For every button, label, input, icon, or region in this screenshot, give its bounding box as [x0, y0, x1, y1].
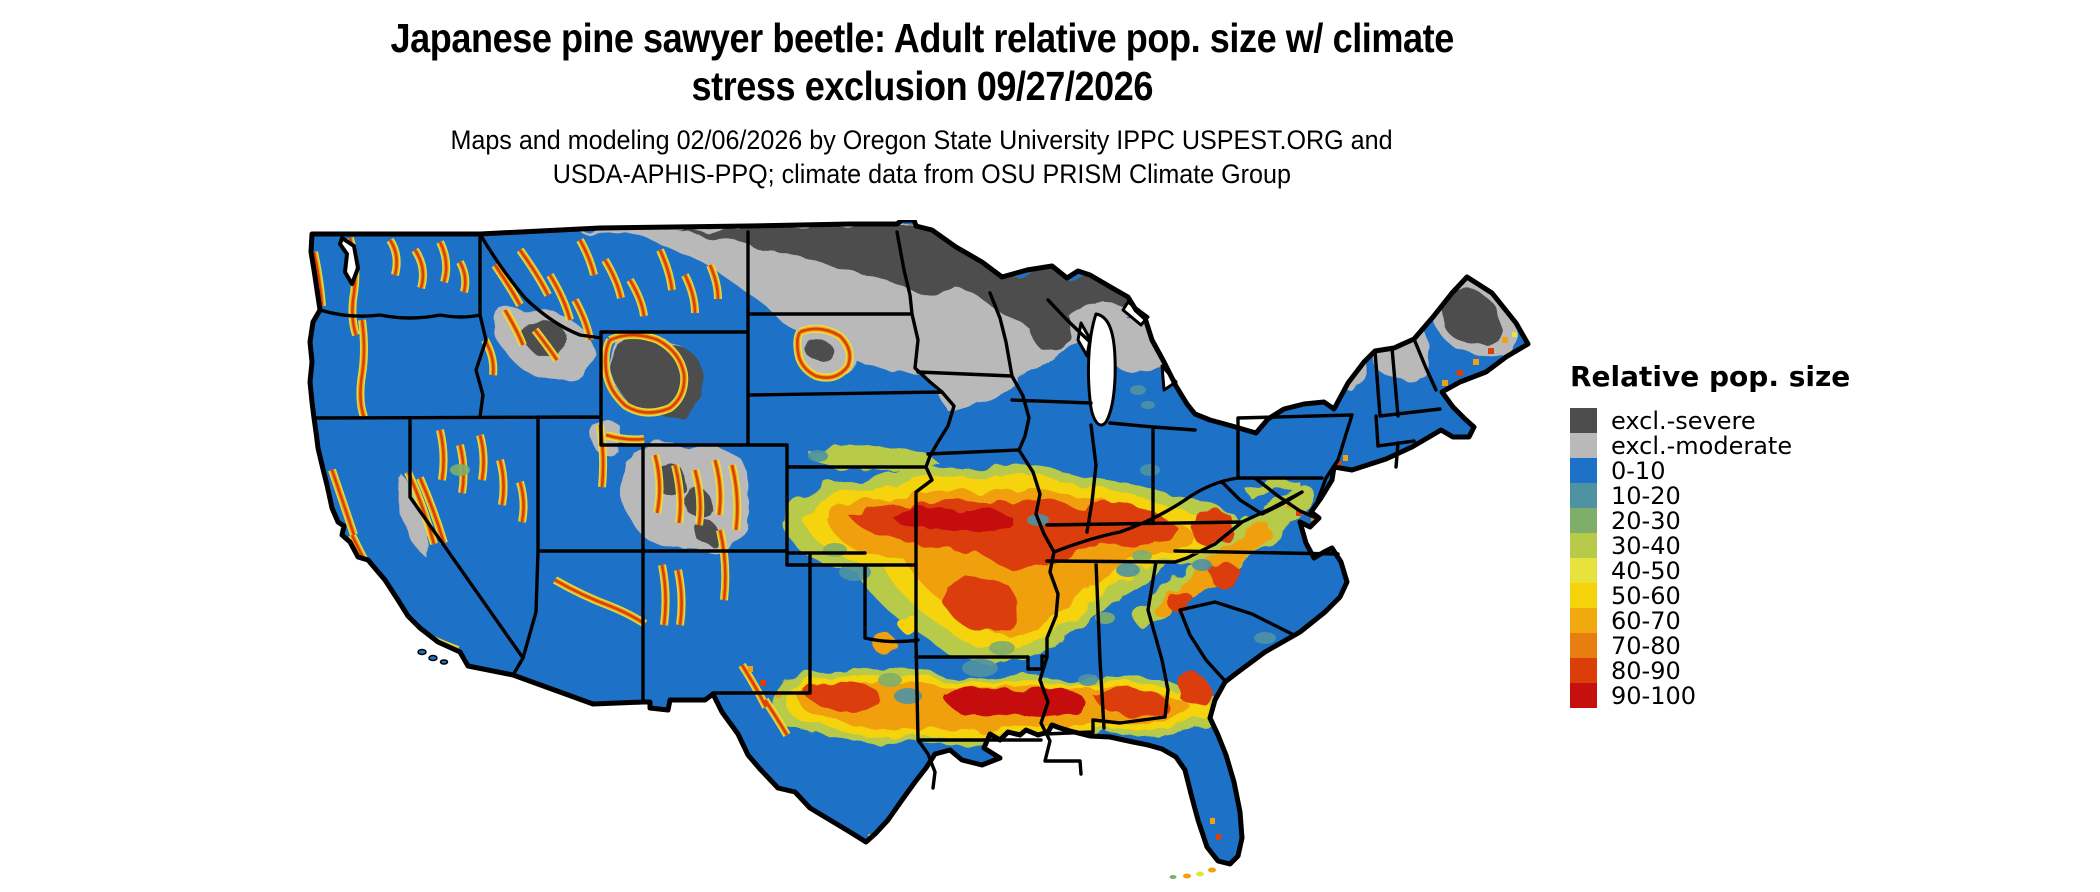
map-title-text-2: stress exclusion 09/27/2026	[691, 63, 1153, 109]
legend-swatch-11	[1570, 683, 1597, 708]
state-borders	[314, 230, 1442, 790]
legend-item-40-50: 40-50	[1570, 556, 1850, 585]
header: Japanese pine sawyer beetle: Adult relat…	[0, 14, 1844, 191]
legend-label-7: 50-60	[1611, 581, 1681, 610]
legend-swatch-10	[1570, 658, 1597, 683]
legend-label-8: 60-70	[1611, 606, 1681, 635]
legend-label-5: 30-40	[1611, 531, 1681, 560]
legend-label-2: 0-10	[1611, 456, 1666, 485]
channel-islands	[417, 648, 449, 665]
legend-label-4: 20-30	[1611, 506, 1681, 535]
legend-label-1: excl.-moderate	[1611, 431, 1793, 460]
map-subtitle: Maps and modeling 02/06/2026 by Oregon S…	[0, 123, 1844, 191]
legend-item-10-20: 10-20	[1570, 481, 1850, 510]
legend-item-50-60: 50-60	[1570, 581, 1850, 610]
legend-swatch-7	[1570, 583, 1597, 608]
high-population-regions	[770, 444, 1315, 746]
great-lakes	[338, 236, 1178, 427]
florida-keys	[1169, 867, 1216, 879]
legend-item-20-30: 20-30	[1570, 506, 1850, 535]
legend-label-3: 10-20	[1611, 481, 1681, 510]
legend-swatch-2	[1570, 458, 1597, 483]
legend-item-30-40: 30-40	[1570, 531, 1850, 560]
legend-swatch-8	[1570, 608, 1597, 633]
low-mid-accents	[450, 385, 1276, 704]
legend-item-90-100: 90-100	[1570, 681, 1850, 710]
us-map	[290, 220, 1540, 880]
legend-label-6: 40-50	[1611, 556, 1681, 585]
map-title-line-2: stress exclusion 09/27/2026	[0, 62, 1844, 110]
legend-item-excl.-severe: excl.-severe	[1570, 406, 1850, 435]
map-subtitle-line-2: USDA-APHIS-PPQ; climate data from OSU PR…	[552, 159, 1292, 189]
map-legend: Relative pop. size excl.-severe excl.-mod…	[1570, 360, 1851, 710]
map-subtitle-line-1: Maps and modeling 02/06/2026 by Oregon S…	[450, 125, 1394, 155]
legend-swatch-3	[1570, 483, 1597, 508]
legend-swatch-1	[1570, 433, 1597, 458]
legend-swatch-4	[1570, 508, 1597, 533]
legend-item-excl.-moderate: excl.-moderate	[1570, 431, 1850, 460]
legend-swatch-6	[1570, 558, 1597, 583]
map-title-text-1: Japanese pine sawyer beetle: Adult relat…	[390, 15, 1454, 61]
lake-michigan	[1086, 312, 1117, 427]
legend-item-70-80: 70-80	[1570, 631, 1850, 660]
map-title-line-1: Japanese pine sawyer beetle: Adult relat…	[0, 14, 1844, 62]
legend-swatch-9	[1570, 633, 1597, 658]
legend-item-60-70: 60-70	[1570, 606, 1850, 635]
legend-label-0: excl.-severe	[1611, 406, 1756, 435]
legend-swatch-5	[1570, 533, 1597, 558]
legend-label-11: 90-100	[1611, 681, 1697, 710]
us-map-svg	[290, 220, 1540, 879]
puget-sound	[338, 236, 360, 286]
legend-rows: excl.-severe excl.-moderate 0-10 10-20 20-30…	[1570, 406, 1850, 710]
legend-swatch-0	[1570, 408, 1597, 433]
legend-title: Relative pop. size	[1570, 360, 1851, 393]
legend-item-0-10: 0-10	[1570, 456, 1850, 485]
legend-label-10: 80-90	[1611, 656, 1681, 685]
legend-item-80-90: 80-90	[1570, 656, 1850, 685]
legend-label-9: 70-80	[1611, 631, 1681, 660]
